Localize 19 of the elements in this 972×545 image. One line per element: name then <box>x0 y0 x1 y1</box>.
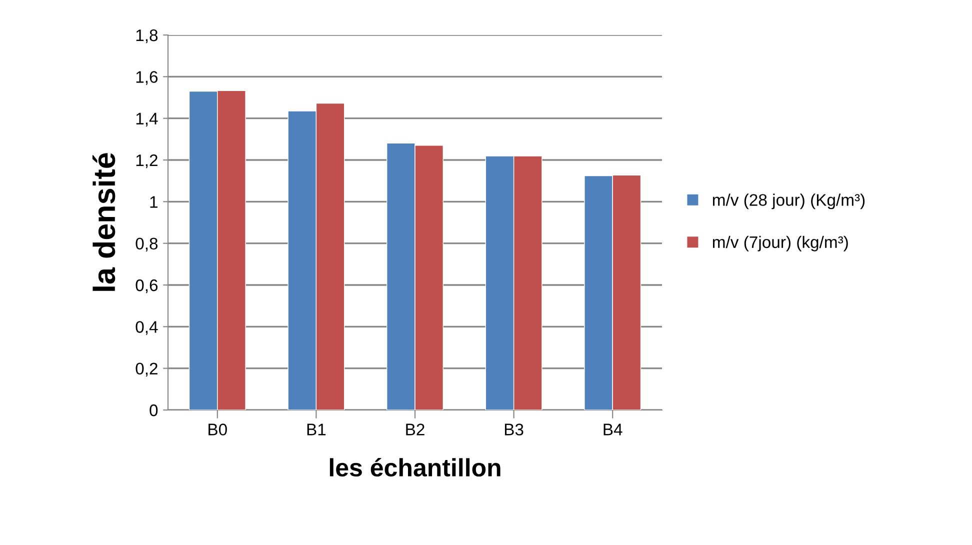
x-tick-label: B2 <box>406 424 424 436</box>
y-tick-label: 1,2 <box>136 154 158 168</box>
y-tick-label: 1 <box>150 196 158 208</box>
y-tick-label: 0,2 <box>136 362 158 377</box>
legend-label: m/v (7jour) (kg/m³) <box>712 236 848 252</box>
x-axis-title: les échantillon <box>330 458 500 477</box>
y-tick-label: 0,8 <box>136 238 158 252</box>
y-tick-label: 0,6 <box>136 279 158 294</box>
y-tick-label: 0,4 <box>136 321 158 335</box>
y-tick-label: 1,4 <box>136 112 158 127</box>
x-tick-label: B3 <box>504 424 524 436</box>
x-tick-label: B1 <box>307 424 326 436</box>
x-tick-label: B4 <box>604 424 622 436</box>
y-tick-label: 0 <box>150 404 158 416</box>
legend-label: m/v (28 jour) (Kg/m³) <box>712 194 865 210</box>
y-tick-label: 1,8 <box>136 29 158 44</box>
x-tick-label: B0 <box>208 424 227 436</box>
y-tick-label: 1,6 <box>136 71 158 85</box>
y-axis-title: la densité <box>92 153 116 291</box>
